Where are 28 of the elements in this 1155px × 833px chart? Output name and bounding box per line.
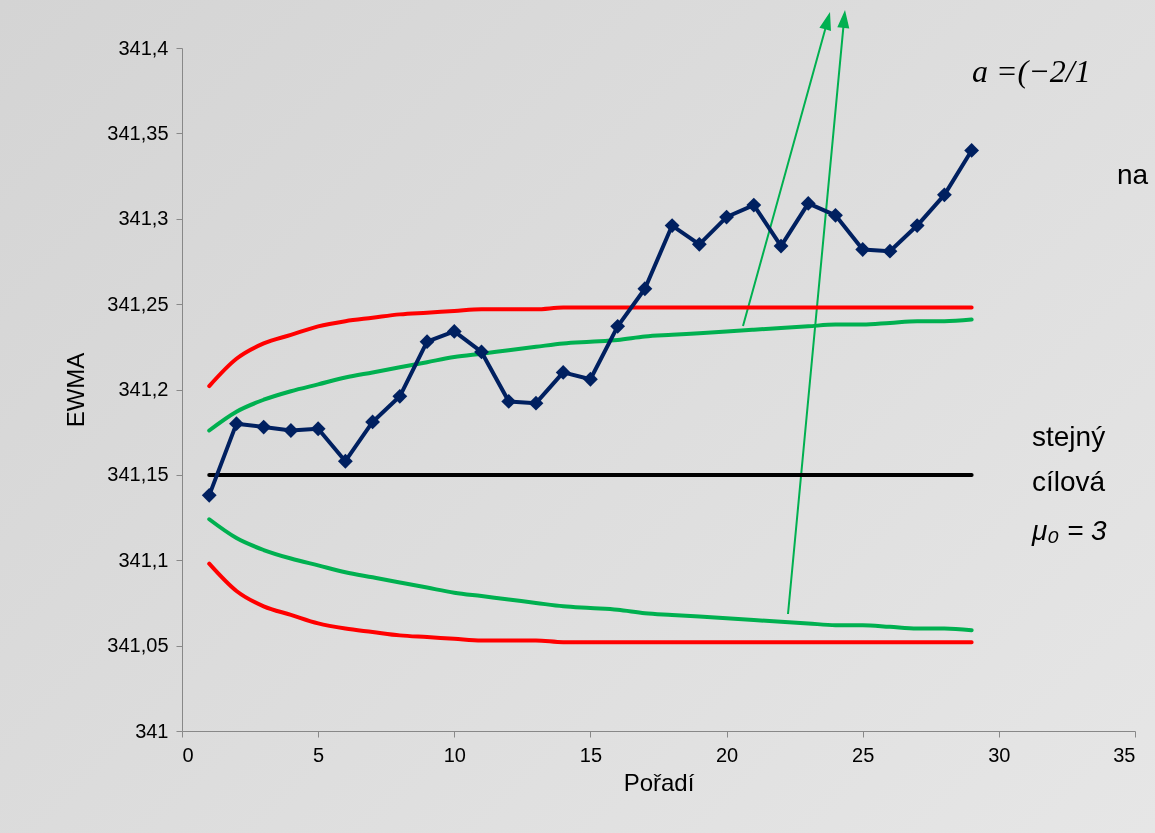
x-tick-label: 5 bbox=[313, 743, 325, 766]
y-axis-title: EWMA bbox=[62, 352, 90, 428]
x-tick-label: 20 bbox=[715, 743, 739, 766]
line-series bbox=[207, 317, 974, 433]
line-series bbox=[207, 517, 974, 633]
annotation: cílová bbox=[1032, 466, 1106, 497]
annotation: μ₀ = 3 bbox=[1031, 515, 1108, 546]
x-tick-label: 35 bbox=[1113, 743, 1136, 766]
y-tick-label: 341,25 bbox=[107, 292, 169, 315]
y-tick-label: 341,1 bbox=[118, 548, 169, 571]
x-tick-label: 15 bbox=[579, 743, 603, 766]
line-series bbox=[207, 561, 974, 645]
line-series bbox=[207, 305, 974, 389]
annotation: a =(−2/1 bbox=[972, 53, 1091, 89]
y-tick-label: 341,3 bbox=[118, 207, 169, 230]
x-axis-title: Pořadí bbox=[623, 768, 695, 796]
y-tick-label: 341,35 bbox=[107, 121, 169, 144]
x-tick-label: 25 bbox=[852, 743, 875, 766]
x-tick-label: 0 bbox=[182, 743, 194, 766]
x-tick-label: 10 bbox=[443, 743, 466, 766]
y-tick-label: 341,2 bbox=[118, 378, 169, 400]
y-tick-label: 341,4 bbox=[118, 36, 169, 59]
annotation: stejný bbox=[1032, 421, 1106, 452]
y-tick-label: 341,15 bbox=[107, 463, 169, 486]
x-tick-label: 30 bbox=[988, 743, 1011, 766]
y-tick-label: 341,05 bbox=[107, 634, 169, 657]
y-tick-label: 341 bbox=[135, 719, 169, 742]
annotation: na bbox=[1117, 159, 1149, 190]
